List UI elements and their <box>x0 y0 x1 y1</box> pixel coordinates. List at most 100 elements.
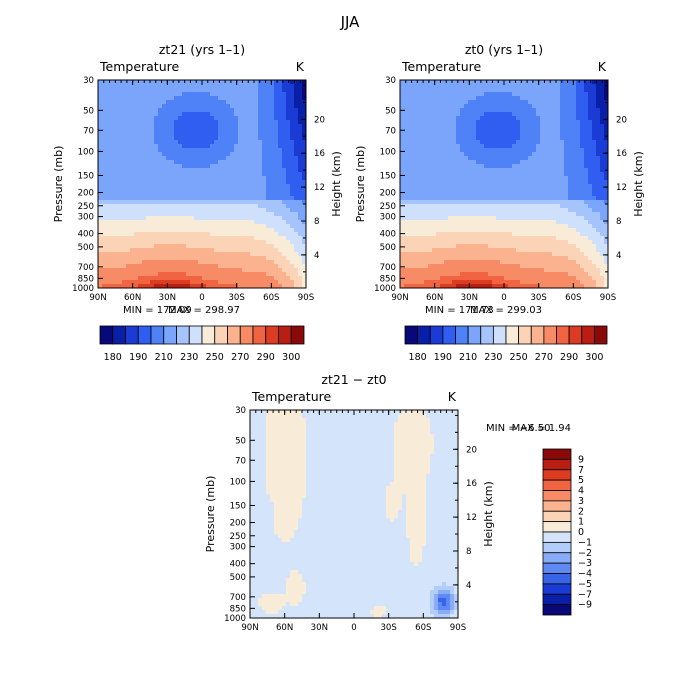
contour-cell <box>298 228 303 233</box>
contour-cell <box>290 200 295 205</box>
contour-cell <box>472 136 477 141</box>
contour-cell <box>246 208 251 213</box>
contour-cell <box>142 220 147 225</box>
contour-cell <box>580 220 585 225</box>
contour-cell <box>536 172 541 177</box>
contour-cell <box>234 116 239 121</box>
contour-cell <box>592 184 597 189</box>
contour-cell <box>182 268 187 273</box>
contour-cell <box>432 160 437 165</box>
contour-cell <box>444 184 449 189</box>
contour-cell <box>548 164 553 169</box>
contour-cell <box>532 204 537 209</box>
contour-cell <box>540 136 545 141</box>
contour-cell <box>552 132 557 137</box>
contour-cell <box>206 272 211 277</box>
contour-cell <box>250 176 255 181</box>
contour-cell <box>532 128 537 133</box>
contour-cell <box>162 140 167 145</box>
contour-cell <box>440 244 445 249</box>
contour-cell <box>508 216 513 221</box>
contour-cell <box>468 132 473 137</box>
contour-cell <box>448 140 453 145</box>
contour-cell <box>258 148 263 153</box>
contour-cell <box>274 92 279 97</box>
contour-cell <box>492 204 497 209</box>
contour-cell <box>404 200 409 205</box>
contour-cell <box>118 172 123 177</box>
panels: 90N 60N 30N 0 30S 60S 90S305070100150200250300… <box>52 42 645 633</box>
contour-cell <box>588 116 593 121</box>
contour-cell <box>508 140 513 145</box>
contour-cell <box>536 92 541 97</box>
contour-cell <box>286 280 291 285</box>
contour-cell <box>98 272 103 277</box>
contour-cell <box>206 204 211 209</box>
contour-cell <box>286 232 291 237</box>
contour-cell <box>250 252 255 257</box>
contour-cell <box>408 88 413 93</box>
contour-cell <box>456 120 461 125</box>
contour-cell <box>456 196 461 201</box>
contour-cell <box>484 136 489 141</box>
contour-cell <box>468 124 473 129</box>
contour-cell <box>516 80 521 85</box>
contour-cell <box>596 228 601 233</box>
contour-cell <box>226 280 231 285</box>
contour-cell <box>488 108 493 113</box>
contour-cell <box>496 128 501 133</box>
contour-cell <box>298 260 303 265</box>
contour-cell <box>294 132 299 137</box>
contour-cell <box>182 192 187 197</box>
contour-cell <box>424 244 429 249</box>
contour-cell <box>536 220 541 225</box>
contour-cell <box>198 236 203 241</box>
contour-cell <box>568 172 573 177</box>
contour-cell <box>170 96 175 101</box>
contour-cell <box>476 176 481 181</box>
contour-cell <box>456 156 461 161</box>
contour-cell <box>456 172 461 177</box>
contour-cell <box>154 260 159 265</box>
contour-cell <box>504 132 509 137</box>
contour-cell <box>528 128 533 133</box>
contour-cell <box>500 152 505 157</box>
contour-cell <box>114 284 119 289</box>
contour-cell <box>476 160 481 165</box>
contour-cell <box>556 184 561 189</box>
contour-cell <box>230 80 235 85</box>
contour-cell <box>198 220 203 225</box>
contour-cell <box>218 116 223 121</box>
contour-cell <box>404 164 409 169</box>
contour-cell <box>588 144 593 149</box>
contour-cell <box>130 84 135 89</box>
contour-cell <box>548 168 553 173</box>
contour-cell <box>262 136 267 141</box>
contour-cell <box>230 276 235 281</box>
contour-cell <box>246 192 251 197</box>
contour-cell <box>258 180 263 185</box>
contour-cell <box>400 184 405 189</box>
contour-cell <box>202 120 207 125</box>
contour-cell <box>568 228 573 233</box>
contour-cell <box>544 164 549 169</box>
contour-cell <box>282 136 287 141</box>
contour-cell <box>564 200 569 205</box>
contour-cell <box>266 160 271 165</box>
contour-cell <box>444 176 449 181</box>
contour-cell <box>412 244 417 249</box>
contour-cell <box>158 80 163 85</box>
contour-cell <box>428 212 433 217</box>
contour-cell <box>158 132 163 137</box>
contour-cell <box>262 128 267 133</box>
contour-cell <box>234 220 239 225</box>
contour-cell <box>596 140 601 145</box>
contour-cell <box>294 184 299 189</box>
contour-cell <box>154 148 159 153</box>
contour-cell <box>206 176 211 181</box>
contour-cell <box>142 104 147 109</box>
contour-cell <box>242 244 247 249</box>
contour-cell <box>198 200 203 205</box>
contour-cell <box>520 228 525 233</box>
contour-cell <box>218 144 223 149</box>
